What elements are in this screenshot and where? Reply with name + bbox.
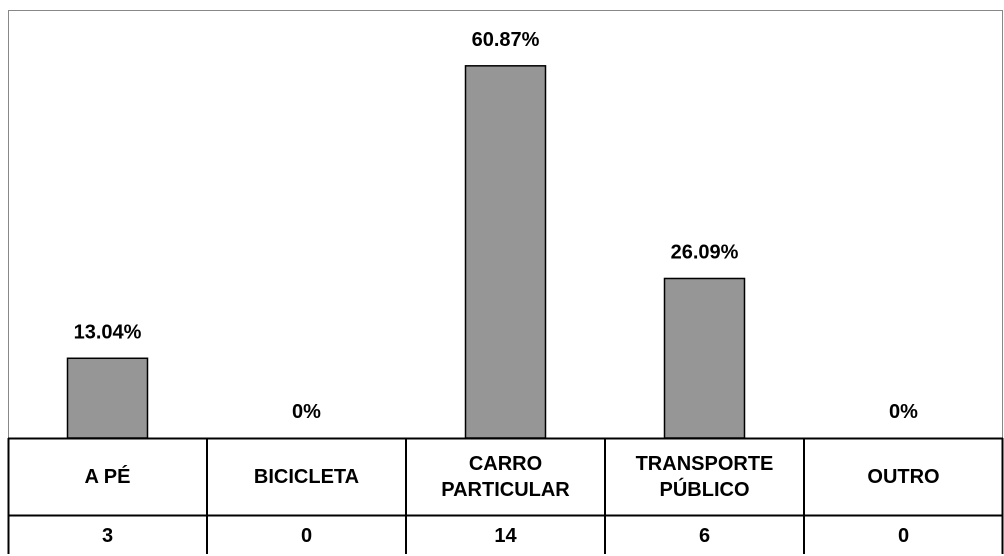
count-cell: 6 xyxy=(698,525,711,547)
count-cell: 3 xyxy=(101,525,114,547)
category-cell: A PÉ xyxy=(84,465,131,488)
category-cell: BICICLETA xyxy=(253,465,360,488)
value-label: 0% xyxy=(889,401,918,423)
bar xyxy=(464,65,547,439)
value-label: 60.87% xyxy=(472,29,540,51)
count-cell: 0 xyxy=(300,525,313,547)
bar xyxy=(66,357,149,439)
category-cell: CARRO PARTICULAR xyxy=(441,452,570,501)
bar xyxy=(663,277,746,439)
count-cell: 14 xyxy=(494,525,517,547)
count-cell: 0 xyxy=(897,525,910,547)
chart-frame xyxy=(8,10,1003,554)
category-cell: TRANSPORTE PÚBLICO xyxy=(635,452,774,501)
value-label: 0% xyxy=(292,401,321,423)
value-label: 13.04% xyxy=(74,321,142,343)
value-label: 26.09% xyxy=(671,241,739,263)
category-cell: OUTRO xyxy=(867,465,940,488)
